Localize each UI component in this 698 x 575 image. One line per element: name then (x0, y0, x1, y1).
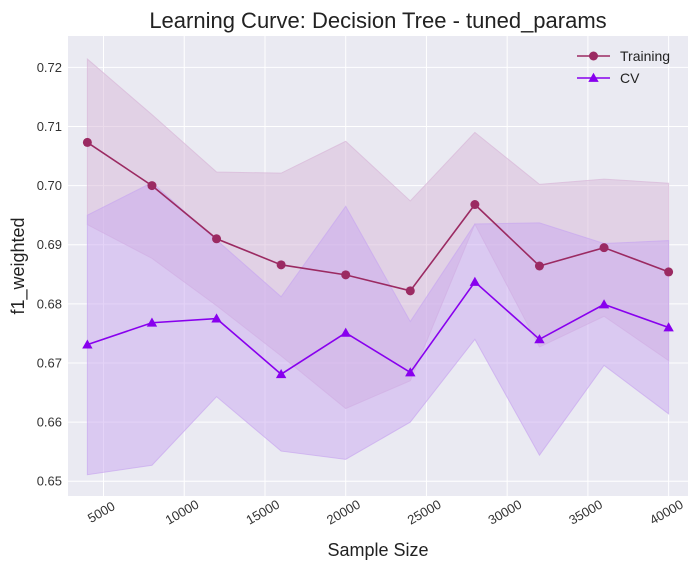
cv-point (469, 276, 481, 286)
confidence-bands (86, 57, 670, 476)
training-point (341, 270, 351, 280)
cv-point (211, 313, 222, 323)
x-axis-label: Sample Size (327, 540, 428, 560)
cv-legend-label: CV (620, 70, 640, 86)
training-point (470, 200, 480, 210)
cv-point (82, 339, 93, 349)
y-axis-label: f1_weighted (8, 217, 29, 314)
cv-point (598, 299, 610, 309)
y-tick-label: 0.68 (37, 296, 62, 311)
y-tick-label: 0.65 (37, 474, 62, 489)
y-tick-label: 0.67 (37, 355, 62, 370)
cv-point (663, 322, 674, 332)
training-point (212, 234, 222, 244)
training-point (147, 181, 157, 191)
training-point (534, 261, 544, 271)
cv-point (405, 367, 416, 377)
series-markers (82, 137, 674, 379)
training-point (664, 267, 674, 277)
training-line (86, 141, 669, 292)
training-point (276, 260, 286, 270)
y-tick-label: 0.70 (37, 178, 62, 193)
chart-title: Learning Curve: Decision Tree - tuned_pa… (149, 8, 606, 33)
cv-point (534, 334, 545, 344)
cv-line (87, 280, 669, 376)
training-point (405, 286, 415, 296)
training-point (82, 137, 92, 147)
cv-std-band (86, 182, 670, 476)
cv-point (275, 369, 287, 379)
training-legend-marker (589, 51, 598, 61)
cv-legend-marker (588, 72, 599, 82)
y-tick-label: 0.66 (37, 415, 62, 430)
y-tick-labels: 0.65 0.66 0.67 0.68 0.69 0.70 0.71 0.72 (37, 60, 62, 489)
legend: Training CV (577, 48, 670, 86)
series-lines (86, 141, 669, 376)
training-point (599, 243, 609, 253)
y-tick-label: 0.71 (37, 119, 62, 134)
cv-point (340, 327, 351, 337)
y-tick-label: 0.72 (37, 60, 62, 75)
training-legend-label: Training (620, 48, 670, 64)
y-tick-label: 0.69 (37, 237, 62, 252)
cv-point (146, 317, 158, 327)
